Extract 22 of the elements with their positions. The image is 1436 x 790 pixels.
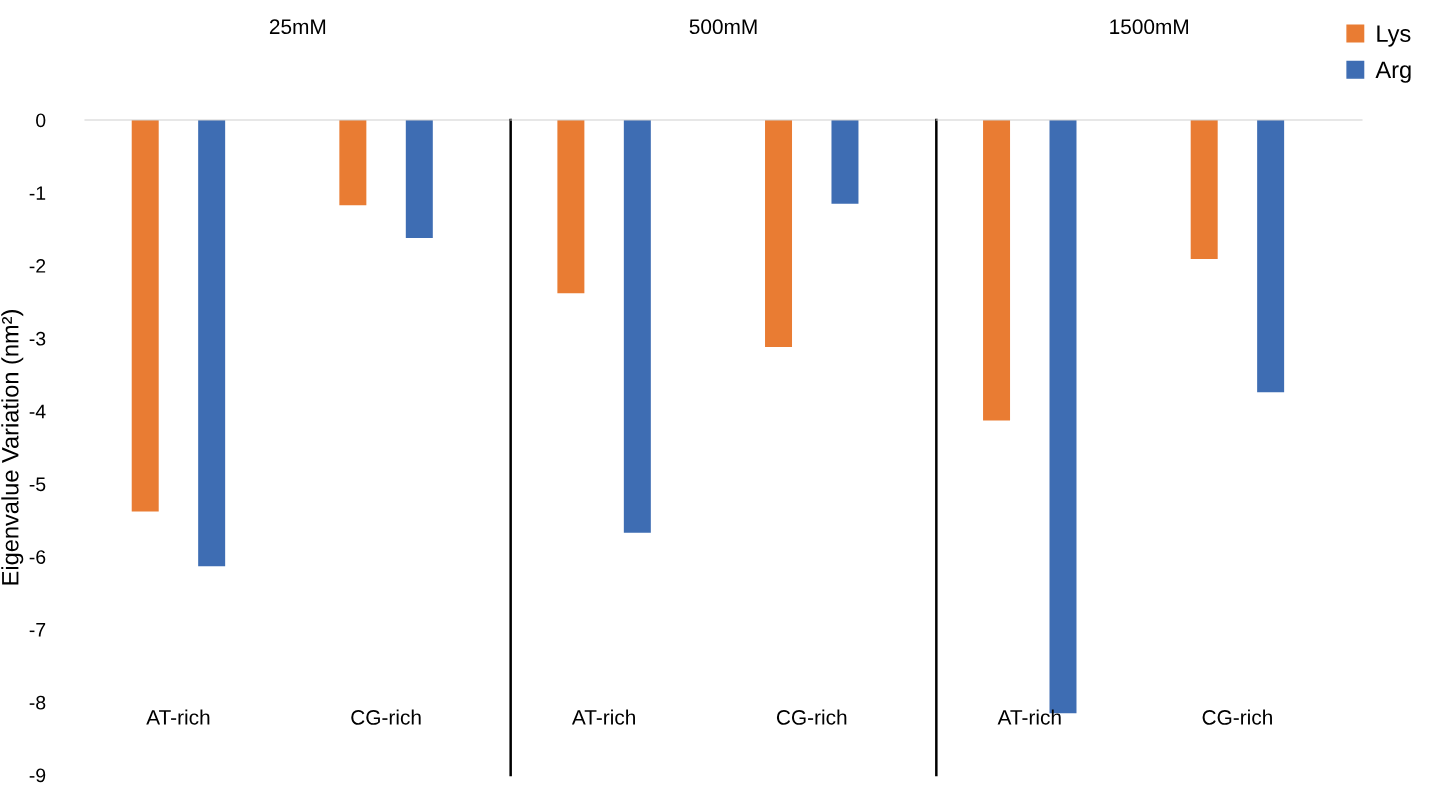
y-tick-label: -6: [29, 550, 46, 564]
y-tick-label: -4: [29, 404, 46, 419]
y-tick-label: 0: [36, 113, 46, 128]
chart-title: 500mM: [689, 19, 757, 35]
chart-title: 1500mM: [1110, 19, 1188, 35]
x-tick-label: AT-rich: [146, 709, 210, 725]
y-tick-label: -7: [29, 623, 46, 637]
y-tick-label: -9: [29, 768, 46, 783]
y-tick-label: -8: [29, 695, 46, 710]
y-tick-label: -2: [29, 259, 46, 273]
x-tick-label: CG-rich: [351, 709, 421, 725]
y-axis-title: Eigenvalue Variation (nm²): [1, 310, 24, 585]
x-tick-label: AT-rich: [997, 709, 1061, 725]
legend-label: Arg: [1375, 61, 1411, 83]
x-tick-label: AT-rich: [571, 709, 635, 725]
y-tick-label: -5: [29, 477, 46, 492]
y-tick-label: -3: [29, 331, 46, 346]
x-tick-label: CG-rich: [1202, 709, 1272, 725]
x-tick-label: CG-rich: [776, 709, 847, 725]
y-tick-label: -1: [29, 186, 46, 200]
chart-title: 25mM: [269, 19, 326, 35]
legend-label: Lys: [1377, 25, 1411, 47]
